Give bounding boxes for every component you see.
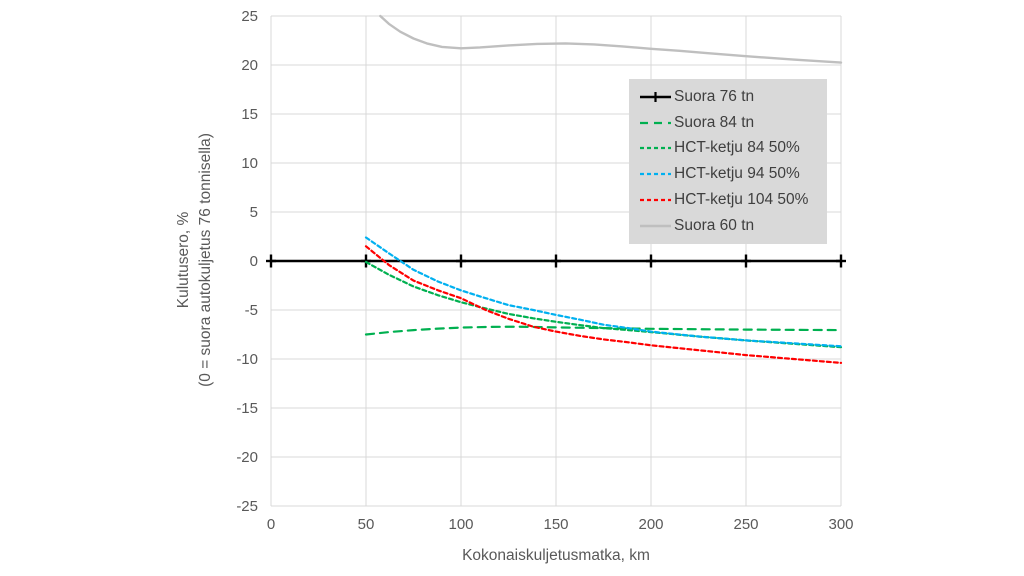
series-line-hct-ketju-104-50- <box>364 245 843 364</box>
y-axis-title-line-1: Kulutusero, % <box>175 211 192 309</box>
y-tick-label-5: 5 <box>249 203 258 221</box>
series-line-hct-ketju-84-50- <box>364 260 843 349</box>
y-tick-label--25: -25 <box>236 497 258 515</box>
series-line-suora-60-tn <box>379 14 843 64</box>
chart-legend: Suora 76 tn Suora 84 tn HCT-ketju 84 50% HC… <box>629 79 827 244</box>
legend-label: Suora 84 tn <box>674 113 755 131</box>
legend-item-suora-84-tn[interactable]: Suora 84 tn <box>639 110 827 136</box>
y-tick-label--15: -15 <box>236 399 258 417</box>
legend-label: Suora 60 tn <box>674 216 755 234</box>
y-tick-label--5: -5 <box>244 301 258 319</box>
x-axis-title: Kokonaiskuljetusmatka, km <box>462 547 650 564</box>
y-tick-label-15: 15 <box>241 105 258 123</box>
legend-line-swatch <box>640 121 671 124</box>
legend-label: Suora 76 tn <box>674 87 755 105</box>
y-tick-label--10: -10 <box>236 350 258 368</box>
series-line-suora-84-tn <box>364 325 843 336</box>
legend-item-hct-ketju-94-50-[interactable]: HCT-ketju 94 50% <box>639 161 827 187</box>
legend-line-swatch <box>640 91 671 102</box>
legend-label: HCT-ketju 94 50% <box>674 165 800 183</box>
legend-label: HCT-ketju 84 50% <box>674 139 800 157</box>
x-tick-label-300: 300 <box>828 516 854 533</box>
x-tick-label-250: 250 <box>733 516 759 533</box>
x-tick-label-100: 100 <box>448 516 474 533</box>
legend-label: HCT-ketju 104 50% <box>674 191 809 209</box>
y-tick-label-20: 20 <box>241 56 258 74</box>
x-tick-label-200: 200 <box>638 516 664 533</box>
y-axis-title-line-2: (0 = suora autokuljetus 76 tonnisella) <box>197 133 214 387</box>
legend-item-suora-60-tn[interactable]: Suora 60 tn <box>639 213 827 239</box>
legend-line-swatch <box>640 224 671 228</box>
y-axis-title: Kulutusero, % (0 = suora autokuljetus 76… <box>173 15 219 505</box>
legend-line-swatch <box>640 198 671 202</box>
legend-item-suora-76-tn[interactable]: Suora 76 tn <box>639 84 827 110</box>
legend-line-swatch <box>640 147 671 150</box>
legend-item-hct-ketju-104-50-[interactable]: HCT-ketju 104 50% <box>639 187 827 213</box>
x-tick-label-50: 50 <box>357 516 375 533</box>
legend-line-swatch <box>640 173 671 176</box>
x-tick-label-0: 0 <box>266 516 276 533</box>
y-tick-label-0: 0 <box>249 252 258 270</box>
y-tick-label-10: 10 <box>241 154 258 172</box>
y-tick-label--20: -20 <box>236 448 258 466</box>
x-tick-label-150: 150 <box>543 516 569 533</box>
y-tick-label-25: 25 <box>241 7 258 25</box>
legend-item-hct-ketju-84-50-[interactable]: HCT-ketju 84 50% <box>639 136 827 162</box>
series-line-hct-ketju-94-50- <box>364 236 843 348</box>
